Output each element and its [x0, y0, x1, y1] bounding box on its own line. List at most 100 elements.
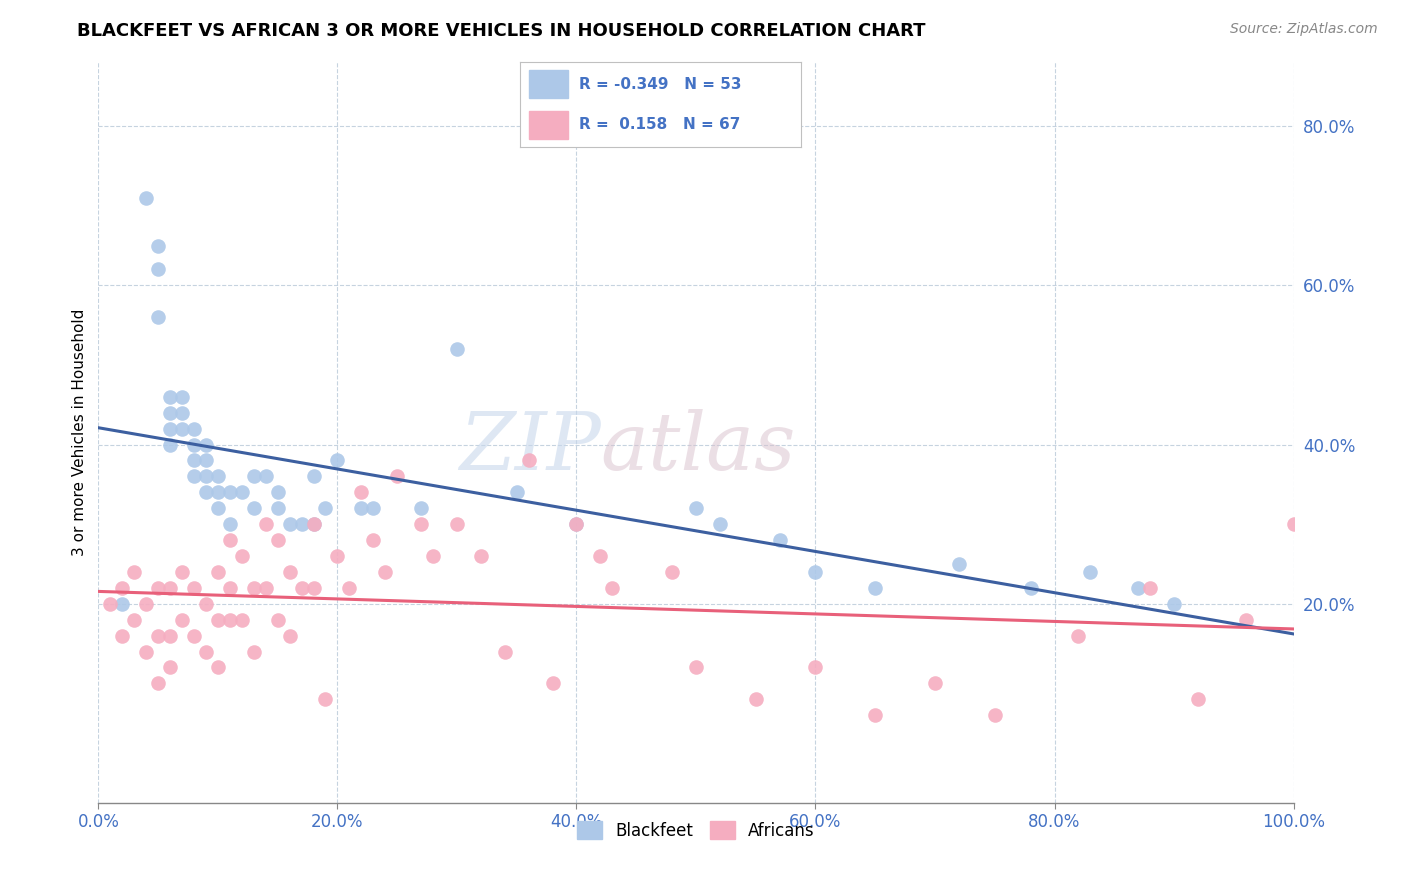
Point — [159, 390, 181, 404]
Point — [207, 613, 229, 627]
Point — [804, 660, 827, 674]
Point — [661, 565, 683, 579]
Point — [207, 485, 229, 500]
Text: atlas: atlas — [600, 409, 796, 486]
Point — [172, 565, 194, 579]
Point — [984, 708, 1007, 723]
Point — [148, 238, 170, 252]
Point — [804, 565, 827, 579]
Point — [195, 644, 218, 658]
Point — [219, 581, 242, 595]
Point — [183, 422, 205, 436]
Point — [195, 485, 218, 500]
Point — [517, 453, 540, 467]
Point — [494, 644, 516, 658]
Point — [267, 485, 290, 500]
Point — [374, 565, 396, 579]
Point — [172, 613, 194, 627]
Point — [148, 262, 170, 277]
Point — [111, 581, 134, 595]
Y-axis label: 3 or more Vehicles in Household: 3 or more Vehicles in Household — [72, 309, 87, 557]
Point — [541, 676, 564, 690]
Point — [254, 469, 277, 483]
Text: Source: ZipAtlas.com: Source: ZipAtlas.com — [1230, 22, 1378, 37]
Point — [267, 501, 290, 516]
Point — [1080, 565, 1102, 579]
Point — [148, 581, 170, 595]
Point — [350, 485, 373, 500]
Point — [135, 644, 157, 658]
Point — [267, 613, 290, 627]
Point — [172, 390, 194, 404]
Text: R = -0.349   N = 53: R = -0.349 N = 53 — [579, 77, 742, 92]
Point — [1019, 581, 1042, 595]
Point — [315, 501, 337, 516]
Point — [565, 517, 588, 532]
Point — [195, 453, 218, 467]
Point — [363, 533, 385, 547]
Point — [1282, 517, 1305, 532]
Point — [685, 660, 707, 674]
Point — [148, 676, 170, 690]
Point — [159, 437, 181, 451]
Point — [350, 501, 373, 516]
Point — [243, 581, 266, 595]
Point — [195, 469, 218, 483]
Point — [1128, 581, 1150, 595]
Point — [159, 581, 181, 595]
Point — [363, 501, 385, 516]
Point — [1187, 692, 1209, 706]
Point — [1139, 581, 1161, 595]
Point — [267, 533, 290, 547]
Point — [243, 501, 266, 516]
Point — [172, 406, 194, 420]
Point — [745, 692, 768, 706]
Point — [159, 629, 181, 643]
Point — [111, 629, 134, 643]
Point — [98, 597, 122, 611]
Bar — [529, 70, 568, 98]
Point — [219, 485, 242, 500]
Point — [148, 310, 170, 325]
Point — [124, 613, 146, 627]
Point — [326, 549, 349, 563]
Point — [291, 517, 314, 532]
Point — [302, 469, 325, 483]
Point — [159, 422, 181, 436]
Point — [422, 549, 444, 563]
Point — [602, 581, 624, 595]
Point — [302, 517, 325, 532]
Point — [446, 342, 468, 356]
Point — [589, 549, 612, 563]
Point — [278, 565, 301, 579]
Point — [278, 517, 301, 532]
Point — [148, 629, 170, 643]
Point — [183, 437, 205, 451]
Point — [339, 581, 361, 595]
Point — [685, 501, 707, 516]
Point — [709, 517, 731, 532]
Point — [446, 517, 468, 532]
Point — [243, 644, 266, 658]
Bar — [529, 111, 568, 139]
Point — [207, 501, 229, 516]
Point — [219, 613, 242, 627]
Point — [172, 422, 194, 436]
Point — [195, 437, 218, 451]
Point — [183, 453, 205, 467]
Point — [291, 581, 314, 595]
Point — [231, 549, 253, 563]
Text: ZIP: ZIP — [458, 409, 600, 486]
Point — [195, 597, 218, 611]
Point — [254, 581, 277, 595]
Point — [183, 581, 205, 595]
Point — [219, 517, 242, 532]
Point — [1163, 597, 1185, 611]
Point — [411, 517, 433, 532]
Point — [1234, 613, 1257, 627]
Point — [207, 469, 229, 483]
Point — [565, 517, 588, 532]
Point — [111, 597, 134, 611]
Point — [768, 533, 790, 547]
Point — [159, 406, 181, 420]
